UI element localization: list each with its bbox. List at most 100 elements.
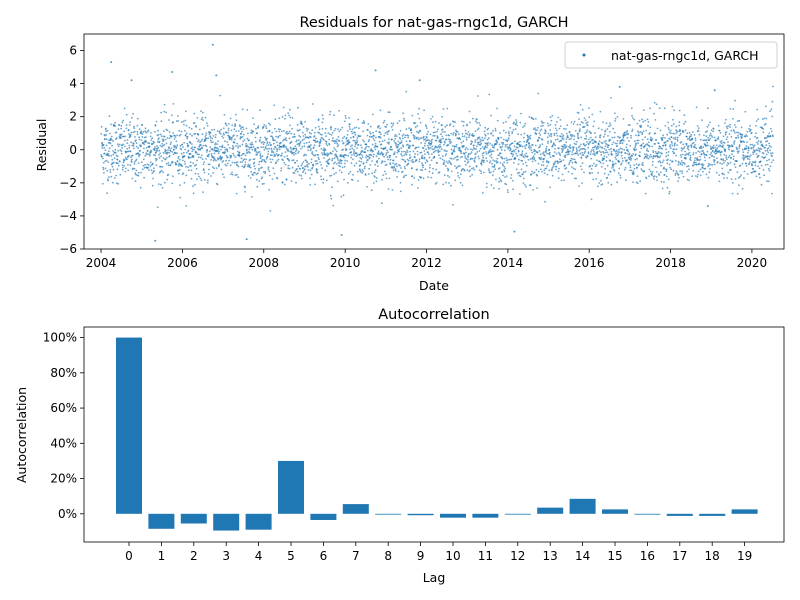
- residual-point: [749, 154, 752, 157]
- residual-point: [476, 122, 478, 124]
- residual-point: [160, 135, 163, 138]
- residual-point: [304, 172, 307, 175]
- residual-point: [163, 135, 166, 138]
- residual-point: [259, 154, 262, 157]
- residual-point: [200, 118, 203, 121]
- residual-point: [159, 144, 162, 147]
- residual-point: [748, 127, 750, 130]
- residual-point: [367, 129, 369, 132]
- residual-point: [601, 142, 604, 145]
- residual-point: [430, 118, 432, 120]
- residual-point: [445, 134, 448, 137]
- residual-point: [377, 150, 380, 153]
- residual-point: [114, 121, 116, 124]
- lag-tick-label: 13: [543, 549, 558, 563]
- residual-point: [665, 151, 668, 154]
- residual-point: [341, 166, 344, 169]
- lag-tick-label: 11: [478, 549, 493, 563]
- residual-point: [309, 149, 312, 152]
- residual-point: [108, 115, 111, 118]
- residual-point: [382, 121, 385, 124]
- residual-point: [522, 171, 525, 174]
- residual-point: [355, 152, 358, 155]
- residual-point: [228, 147, 231, 149]
- residual-point: [193, 149, 195, 151]
- residual-point: [205, 134, 207, 137]
- residual-point: [359, 135, 362, 138]
- residual-point: [334, 142, 336, 145]
- residual-point: [682, 147, 685, 150]
- residual-point: [151, 162, 154, 165]
- residual-point: [710, 134, 713, 137]
- residual-point: [287, 132, 290, 135]
- residual-point: [308, 162, 310, 165]
- residual-point: [346, 160, 349, 162]
- residual-point: [353, 127, 356, 129]
- residual-point: [747, 149, 750, 152]
- residual-point: [383, 155, 385, 158]
- residual-point: [257, 146, 260, 149]
- residual-point: [399, 129, 402, 132]
- residual-point: [607, 135, 609, 137]
- residual-point: [454, 121, 456, 124]
- residual-point: [497, 137, 500, 139]
- residual-point: [612, 141, 615, 144]
- residual-point: [157, 183, 160, 186]
- residual-point: [251, 148, 254, 151]
- residual-point: [565, 167, 568, 169]
- residual-point: [224, 151, 227, 154]
- residual-point: [119, 160, 121, 163]
- residual-point: [410, 128, 413, 130]
- residual-point: [507, 137, 510, 140]
- residual-point: [452, 131, 455, 134]
- residual-point: [130, 161, 133, 164]
- residual-point: [205, 151, 208, 153]
- residual-point: [208, 163, 211, 166]
- residual-point: [413, 177, 415, 179]
- residual-point: [708, 171, 711, 174]
- residual-point: [474, 139, 477, 142]
- residual-point: [535, 118, 537, 120]
- residual-point: [122, 119, 125, 122]
- residual-point: [581, 162, 584, 165]
- residual-point: [312, 153, 314, 156]
- residual-point: [158, 156, 161, 159]
- residual-point: [692, 141, 695, 144]
- residual-point: [216, 143, 219, 146]
- residual-point: [135, 139, 137, 142]
- residual-point: [114, 125, 117, 127]
- residual-point: [302, 167, 304, 169]
- residual-point: [264, 161, 267, 164]
- residual-point: [140, 171, 142, 174]
- residual-point: [731, 145, 734, 148]
- residual-point: [513, 121, 515, 124]
- residual-point: [543, 157, 546, 160]
- residual-point: [131, 177, 134, 180]
- residual-point: [262, 143, 265, 146]
- residual-point: [476, 128, 479, 131]
- residual-point: [730, 178, 733, 181]
- lag-tick-label: 15: [607, 549, 622, 563]
- residual-point: [537, 139, 540, 142]
- residual-point: [237, 150, 239, 153]
- residual-point: [472, 167, 475, 169]
- residual-point: [188, 156, 191, 159]
- residual-point: [163, 143, 166, 146]
- residual-point: [512, 149, 515, 152]
- residual-point: [713, 144, 715, 147]
- residual-point: [466, 169, 469, 172]
- residual-point: [469, 152, 472, 155]
- residual-point: [669, 147, 672, 150]
- residual-point: [525, 152, 528, 155]
- residual-point: [675, 170, 678, 173]
- residual-point: [156, 150, 159, 152]
- residual-point: [460, 141, 463, 144]
- residual-point: [487, 151, 490, 154]
- residual-point: [194, 132, 197, 135]
- residual-point: [386, 123, 388, 126]
- residual-point: [237, 146, 239, 149]
- residual-point: [746, 173, 749, 175]
- residual-point: [422, 164, 425, 167]
- residual-point: [254, 167, 257, 170]
- residual-point: [383, 134, 386, 137]
